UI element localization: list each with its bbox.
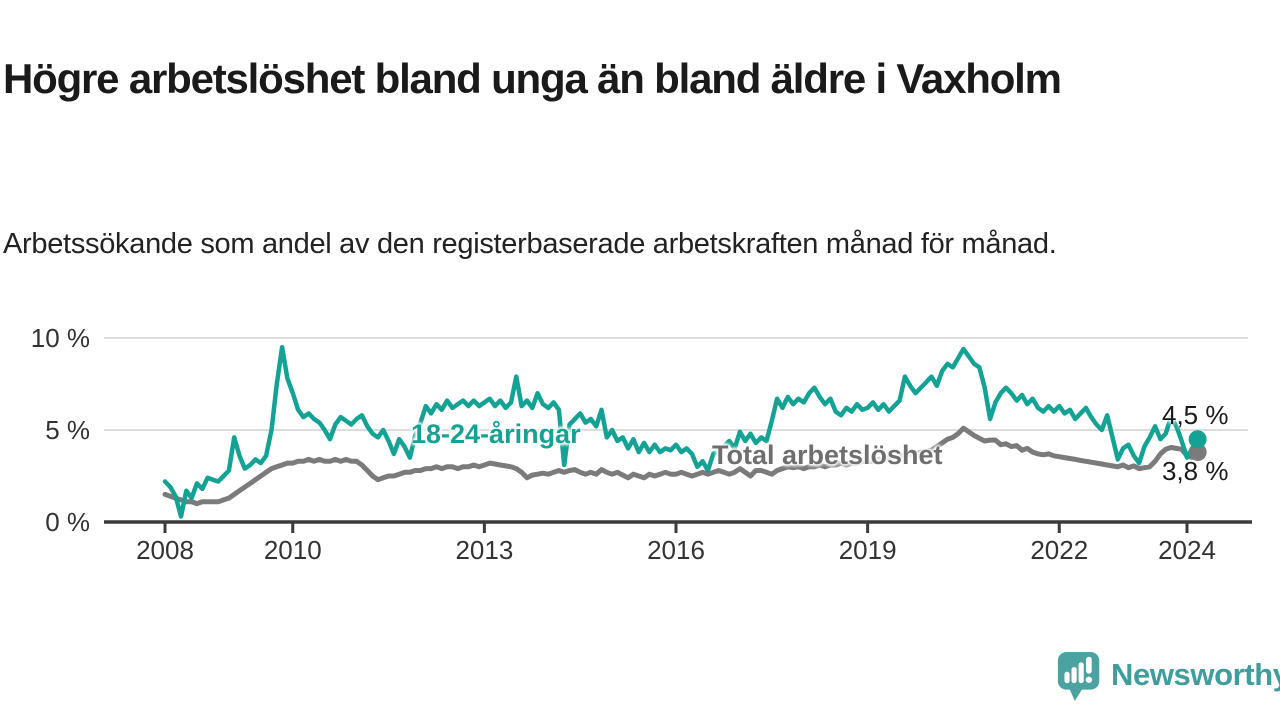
series-end-dot (1188, 443, 1207, 462)
x-axis-tick-label: 2019 (838, 535, 897, 565)
y-axis-tick-label: 0 % (45, 507, 90, 537)
x-axis-tick-label: 2022 (1030, 535, 1089, 565)
series-line (162, 344, 1200, 519)
newsworthy-logo-icon (1057, 652, 1100, 701)
y-axis-tick-label: 5 % (45, 415, 90, 445)
y-axis-tick-label: 10 % (30, 323, 90, 353)
series-end-dot (1188, 430, 1207, 449)
series-label-total: Total arbetslöshet (712, 440, 943, 470)
page-title: Högre arbetslöshet bland unga än bland ä… (3, 55, 1062, 103)
x-axis-tick-label: 2013 (455, 535, 514, 565)
end-value-label-youth: 4,5 % (1162, 400, 1229, 430)
chart-subtitle: Arbetssökande som andel av den registerb… (3, 228, 1057, 260)
series-label-youth: 18-24-åringar (411, 419, 581, 449)
end-value-label-total: 3,8 % (1162, 456, 1229, 486)
series-line (162, 425, 1201, 507)
x-axis-tick-label: 2016 (647, 535, 705, 565)
x-axis-tick-label: 2024 (1158, 535, 1216, 565)
x-axis-tick-label: 2008 (136, 535, 194, 565)
x-axis-tick-label: 2010 (263, 535, 322, 565)
brand-wordmark: Newsworthy (1111, 657, 1280, 692)
